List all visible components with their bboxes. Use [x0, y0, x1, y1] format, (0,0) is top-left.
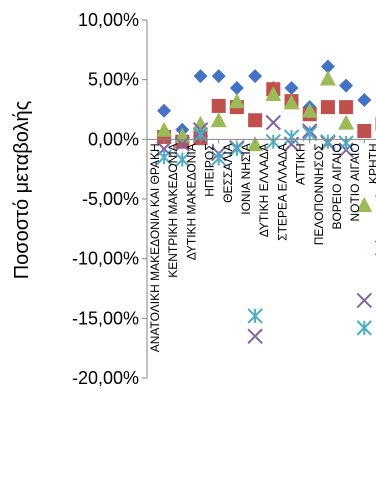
data-point [357, 123, 372, 138]
data-point [284, 81, 299, 96]
y-tick-label: -20,00% [72, 368, 139, 388]
data-point [248, 113, 263, 128]
category-label: ΚΕΝΤΡΙΚΗ ΜΑΚΕΔΟΝΙΑ [166, 143, 180, 277]
y-tick-label: -10,00% [72, 249, 139, 269]
data-point-stroke [247, 328, 263, 344]
y-tick-label: 10,00% [78, 10, 139, 30]
data-point [247, 136, 264, 152]
data-point [174, 151, 191, 168]
data-point [319, 70, 336, 86]
data-point [248, 69, 263, 84]
data-point [156, 121, 173, 137]
category-label: ΔΥΤΙΚΗ ΕΛΛΑΔΑ [257, 143, 271, 237]
data-point [320, 59, 335, 74]
data-point [283, 94, 300, 110]
y-tick-label: -5,00% [82, 189, 139, 209]
data-point [156, 149, 172, 165]
category-label: ΝΟΤΙΟ ΑΙΓΑΙΟ [348, 143, 362, 221]
data-point [356, 196, 373, 212]
category-label: ΠΕΛΟΠΟΝΝΗΣΟΣ [312, 143, 326, 245]
data-point [229, 141, 245, 157]
category-label: ΑΝΑΤΟΛΙΚΗ ΜΑΚΕΔΟΝΙΑ ΚΑΙ ΘΡΑΚΗ [148, 143, 162, 352]
y-tick-label: 0,00% [88, 129, 139, 149]
category-label: ΙΟΝΙΑ ΝΗΣΙΑ [239, 143, 253, 214]
data-point [339, 78, 354, 93]
data-point [320, 100, 335, 115]
data-point [301, 125, 318, 142]
data-point [210, 112, 227, 128]
category-label: ΔΥΤΙΚΗ ΜΑΚΕΔΟΝΙΑ [184, 143, 198, 260]
category-label: ΚΡΗΤΗ [366, 143, 376, 184]
category-label: ΗΠΕΙΡΟΣ [203, 143, 217, 196]
data-point [229, 81, 244, 96]
data-point [301, 102, 318, 118]
data-point [356, 320, 373, 336]
data-point [338, 114, 355, 130]
data-point [228, 93, 245, 109]
data-point [356, 292, 373, 309]
y-tick-label: 5,00% [88, 70, 139, 90]
data-point [339, 100, 354, 115]
data-point [265, 85, 282, 101]
chart-axes: 10,00% 5,00% 0,00% -5,00% -10,00% -15,00% -20,… [72, 10, 376, 388]
category-label: ΘΕΣΣΑΛΙΑ [221, 143, 235, 203]
data-point [357, 92, 372, 107]
category-label: ΣΤΕΡΕΑ ΕΛΛΑΔΑ [275, 143, 289, 241]
data-point-stroke [338, 142, 354, 158]
data-point [211, 98, 226, 113]
data-point [193, 69, 208, 84]
data-point [247, 328, 263, 344]
category-label: ΑΤΤΙΚΗ [294, 143, 308, 185]
data-point [211, 69, 226, 84]
y-axis-title: Ποσοστό μεταβολής [11, 100, 33, 279]
category-label: ΒΟΡΕΙΟ ΑΙΓΑΙΟ [330, 143, 344, 229]
data-point-stroke [356, 292, 373, 309]
data-point [157, 103, 172, 118]
data-point [210, 150, 227, 167]
y-tick-label: -15,00% [72, 308, 139, 328]
data-point [338, 142, 354, 158]
data-point [247, 308, 263, 324]
data-point [265, 114, 282, 131]
data-point-stroke [265, 114, 282, 131]
